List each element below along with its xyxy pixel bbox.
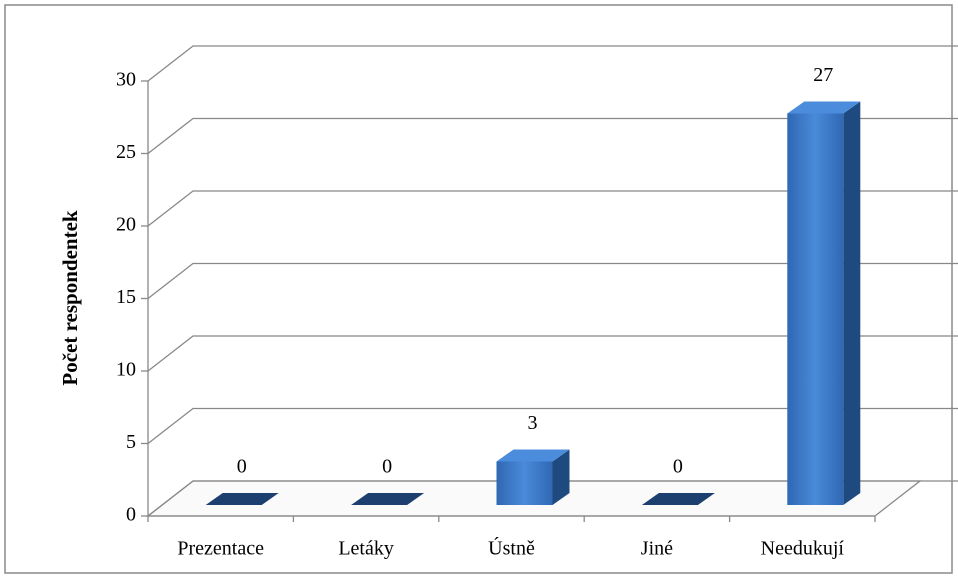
x-tick-label: Jiné xyxy=(641,538,673,560)
bar-front xyxy=(787,113,844,505)
y-tick-label: 10 xyxy=(116,359,136,381)
data-label: 0 xyxy=(237,456,247,478)
y-tick-label: 20 xyxy=(116,214,136,236)
data-label: 3 xyxy=(528,412,538,434)
bar xyxy=(641,493,715,505)
bar-top xyxy=(496,449,570,462)
x-tick-label: Needukují xyxy=(761,538,845,560)
grid-line xyxy=(147,480,958,517)
y-tick-label: 25 xyxy=(116,141,136,163)
bar-side xyxy=(843,101,861,505)
bar xyxy=(787,101,861,505)
bar-top xyxy=(351,493,425,505)
grid-line xyxy=(147,117,958,155)
bar xyxy=(205,493,279,505)
bar-top xyxy=(787,101,861,114)
data-label: 0 xyxy=(382,456,392,478)
grid-line xyxy=(147,45,958,82)
y-axis-title: Počet respondentek xyxy=(58,210,82,385)
x-tick-label: Letáky xyxy=(338,538,394,560)
y-tick-label: 0 xyxy=(126,504,136,526)
bar-front xyxy=(496,461,553,505)
grid-line xyxy=(147,407,958,445)
x-tick-label: Ústně xyxy=(488,536,535,560)
bar-side xyxy=(552,449,570,505)
x-tick-label: Prezentace xyxy=(177,538,264,560)
bar-top xyxy=(641,493,715,505)
bar-top xyxy=(205,493,279,505)
y-tick-label: 15 xyxy=(116,286,136,308)
data-label: 27 xyxy=(813,64,833,86)
y-tick-label: 30 xyxy=(116,69,136,91)
grid-line xyxy=(147,190,958,227)
grid-line xyxy=(147,335,958,372)
y-tick-label: 5 xyxy=(126,431,136,453)
grid-line xyxy=(147,262,958,300)
bar xyxy=(496,449,570,505)
bar xyxy=(351,493,425,505)
data-label: 0 xyxy=(673,456,683,478)
